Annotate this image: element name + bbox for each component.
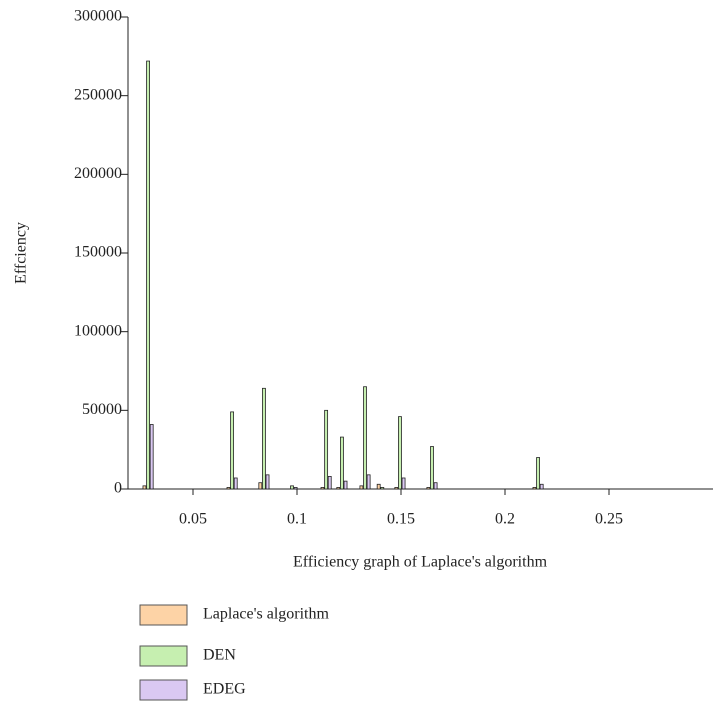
bar (433, 482, 438, 490)
bar (262, 387, 266, 490)
bar (233, 477, 238, 490)
bar (293, 487, 298, 490)
bar (398, 416, 402, 490)
bar (149, 424, 154, 490)
bar (324, 409, 329, 490)
legend-swatch (139, 604, 188, 626)
legend-swatch (139, 679, 188, 701)
bar (536, 457, 540, 490)
legend-label: Laplace's algorithm (203, 606, 330, 623)
bar (142, 485, 147, 490)
bar (343, 480, 348, 490)
bar (327, 476, 332, 490)
y-tick-label: 0 (114, 480, 122, 497)
bar (230, 411, 235, 490)
bar (426, 487, 431, 490)
y-tick-label: 100000 (74, 322, 122, 339)
bar (258, 482, 263, 490)
y-tick-label: 250000 (74, 86, 122, 103)
x-axis-label: Efficiency graph of Laplace's algorithm (293, 554, 548, 571)
bar (394, 487, 399, 490)
bar (226, 487, 231, 490)
y-tick-label: 300000 (74, 8, 122, 25)
legend-swatch (139, 645, 188, 667)
bar (401, 477, 406, 490)
bar (320, 487, 325, 490)
bar (376, 483, 381, 490)
bar (290, 485, 294, 490)
legend-label: DEN (203, 647, 236, 664)
bar (265, 474, 270, 490)
x-tick-label: 0.15 (387, 511, 415, 528)
x-tick-label: 0.05 (179, 511, 207, 528)
x-tick-label: 0.25 (595, 511, 623, 528)
legend-label: EDEG (203, 681, 246, 698)
y-tick-label: 200000 (74, 165, 122, 182)
bar (380, 487, 385, 490)
y-tick-label: 150000 (74, 244, 122, 261)
bar (359, 485, 364, 490)
x-tick-label: 0.2 (495, 511, 515, 528)
bar (146, 60, 150, 490)
y-axis-label: Effciency (13, 222, 30, 284)
x-tick-label: 0.1 (287, 511, 307, 528)
bar (430, 446, 434, 490)
bar (336, 487, 341, 490)
bar (532, 487, 537, 490)
bar (363, 386, 367, 490)
bar (340, 436, 344, 490)
bar (366, 474, 371, 490)
y-tick-label: 50000 (82, 401, 122, 418)
bar (539, 483, 544, 490)
